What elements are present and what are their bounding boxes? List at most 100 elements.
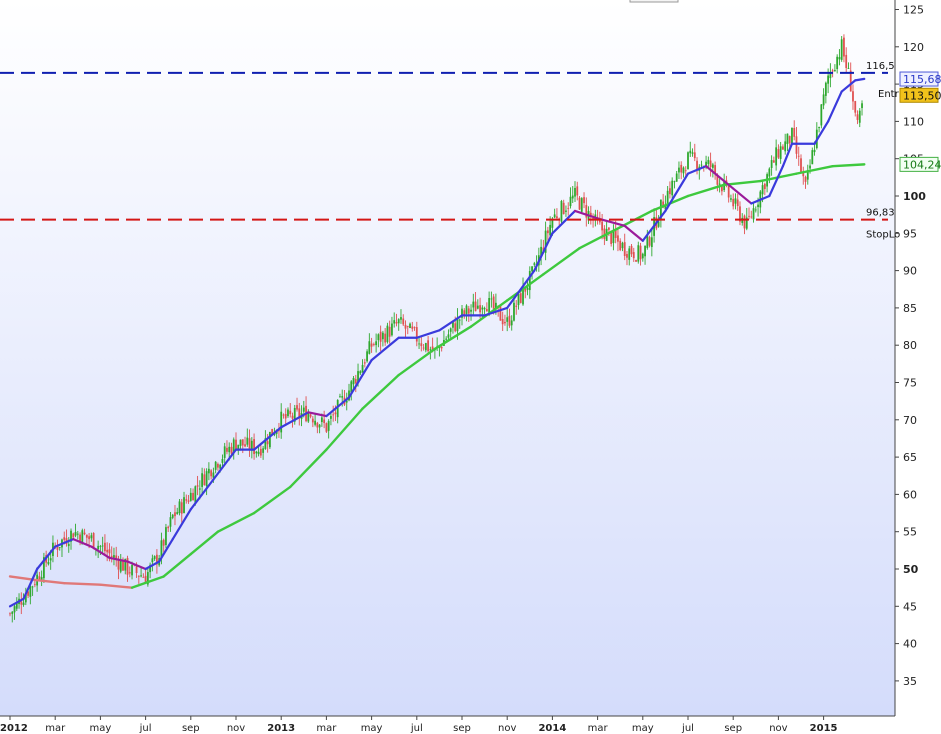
candle-body <box>282 414 285 416</box>
x-tick-label: mar <box>316 723 337 734</box>
candle-body <box>856 114 859 120</box>
candle <box>214 460 217 474</box>
candle <box>515 300 518 315</box>
ma-segment <box>325 407 364 451</box>
candle-body <box>818 127 820 128</box>
candle <box>58 546 61 551</box>
candle <box>255 450 258 458</box>
bottom-axis-background <box>0 716 941 734</box>
candle-body <box>413 327 416 329</box>
candle-body <box>585 205 588 218</box>
candle <box>359 370 362 376</box>
candle-body <box>232 439 235 453</box>
candle <box>556 208 558 221</box>
candle-body <box>777 149 780 158</box>
x-tick-label: nov <box>227 723 245 734</box>
ma-segment <box>90 545 111 559</box>
candle-body <box>693 152 696 159</box>
candle-body <box>461 308 463 318</box>
candle-body <box>684 170 687 172</box>
candle <box>524 288 527 299</box>
y-tick-label: 120 <box>903 41 924 54</box>
y-tick-label: 65 <box>903 451 917 464</box>
candle-body <box>33 584 36 586</box>
candle <box>67 537 70 553</box>
candle <box>671 177 674 199</box>
candle <box>709 152 712 177</box>
candle-body <box>813 149 816 153</box>
ma-segment <box>212 448 238 481</box>
candle <box>169 512 172 532</box>
candle <box>822 88 825 110</box>
candle <box>574 181 576 203</box>
candle <box>768 167 771 184</box>
top-toolbar-tab[interactable] <box>629 0 679 3</box>
candle <box>101 536 104 553</box>
candle-body <box>630 245 633 255</box>
candle-body <box>598 220 601 223</box>
candle <box>840 36 843 62</box>
candle-body <box>551 218 554 228</box>
ma-segment <box>433 325 473 351</box>
candle <box>650 228 653 257</box>
candle <box>806 164 809 185</box>
candle <box>178 499 181 516</box>
price-badge-box <box>899 156 939 172</box>
candle-body <box>386 325 389 343</box>
candle <box>232 437 235 460</box>
candle-body <box>637 245 640 262</box>
candle <box>126 555 129 582</box>
candle-body <box>185 499 188 501</box>
candle-body <box>788 136 791 144</box>
candle-body <box>483 308 486 310</box>
candle <box>553 208 556 219</box>
candle <box>623 233 626 261</box>
candle <box>637 241 640 264</box>
candle <box>501 311 504 331</box>
candle <box>97 540 100 559</box>
candle <box>395 313 398 327</box>
candle-body <box>678 167 680 173</box>
candle-body <box>447 334 450 338</box>
candle-body <box>31 586 34 588</box>
candle-body <box>298 408 301 418</box>
candle-body <box>838 57 841 60</box>
candle <box>183 491 185 514</box>
candle <box>508 308 511 328</box>
candle-body <box>262 448 265 453</box>
candle <box>730 194 732 203</box>
candle-body <box>259 448 262 456</box>
candle <box>630 244 633 257</box>
candle <box>332 405 335 422</box>
candle <box>544 221 547 261</box>
candle-body <box>70 530 72 542</box>
candle-body <box>219 464 222 469</box>
candle <box>363 358 366 368</box>
candle <box>693 143 696 162</box>
candle-body <box>418 343 420 345</box>
candle-body <box>422 347 425 349</box>
candle-body <box>269 431 271 448</box>
candle-body <box>284 413 287 419</box>
y-tick-label: 80 <box>903 339 917 352</box>
candle <box>404 320 407 338</box>
candle-body <box>569 196 572 207</box>
candle-body <box>646 235 649 248</box>
candle-body <box>192 492 194 501</box>
ma-segment <box>370 336 400 362</box>
candle-body <box>524 288 527 292</box>
candle <box>15 597 18 611</box>
candle <box>388 320 391 344</box>
candle <box>743 214 746 235</box>
candle-body <box>659 199 662 220</box>
x-tick-label: nov <box>769 723 787 734</box>
candle-body <box>506 317 509 322</box>
candle-body <box>714 165 717 174</box>
x-tick-label: nov <box>498 723 516 734</box>
candle-body <box>757 204 759 208</box>
y-tick-label: 55 <box>903 526 917 539</box>
candle-body <box>22 602 25 605</box>
ma-segment <box>840 79 857 93</box>
ma-segment <box>732 187 753 205</box>
candle <box>777 144 780 160</box>
